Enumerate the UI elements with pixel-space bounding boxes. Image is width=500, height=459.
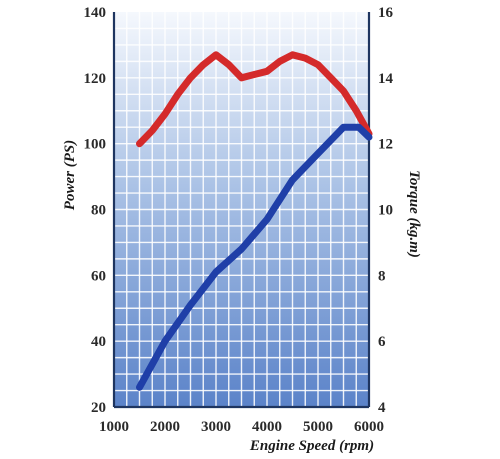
power-line <box>136 123 373 391</box>
series-lines <box>136 51 373 391</box>
x-tick-label: 4000 <box>252 419 282 435</box>
y-left-axis-title: Power (PS) <box>62 140 78 210</box>
y-left-tick-label: 40 <box>91 334 106 350</box>
y-left-tick-label: 140 <box>84 5 107 21</box>
x-tick-labels: 1000 2000 3000 4000 5000 6000 <box>99 419 384 435</box>
x-axis-title: Engine Speed (rpm) <box>249 438 374 454</box>
x-tick-label: 5000 <box>303 419 333 435</box>
y-right-tick-label: 14 <box>378 71 394 87</box>
grid <box>112 12 371 409</box>
x-tick-label: 3000 <box>201 419 231 435</box>
y-right-tick-label: 10 <box>378 203 393 219</box>
y-left-tick-labels: 20 40 60 80 100 120 140 <box>84 5 107 416</box>
y-right-axis-title: Torque (kg.m) <box>406 170 422 258</box>
y-left-tick-label: 120 <box>84 71 107 87</box>
y-left-tick-label: 20 <box>91 400 106 416</box>
x-tick-label: 1000 <box>99 419 129 435</box>
y-left-tick-label: 100 <box>84 137 107 153</box>
y-right-tick-label: 16 <box>378 5 394 21</box>
x-tick-label: 2000 <box>150 419 180 435</box>
x-tick-label: 6000 <box>354 419 384 435</box>
y-right-tick-label: 6 <box>378 334 386 350</box>
y-left-tick-label: 60 <box>91 268 106 284</box>
y-left-tick-label: 80 <box>91 203 106 219</box>
y-right-tick-label: 8 <box>378 268 386 284</box>
y-right-tick-labels: 4 6 8 10 12 14 16 <box>378 5 394 416</box>
y-right-tick-label: 12 <box>378 137 393 153</box>
torque-line <box>136 51 373 148</box>
y-right-tick-label: 4 <box>378 400 386 416</box>
